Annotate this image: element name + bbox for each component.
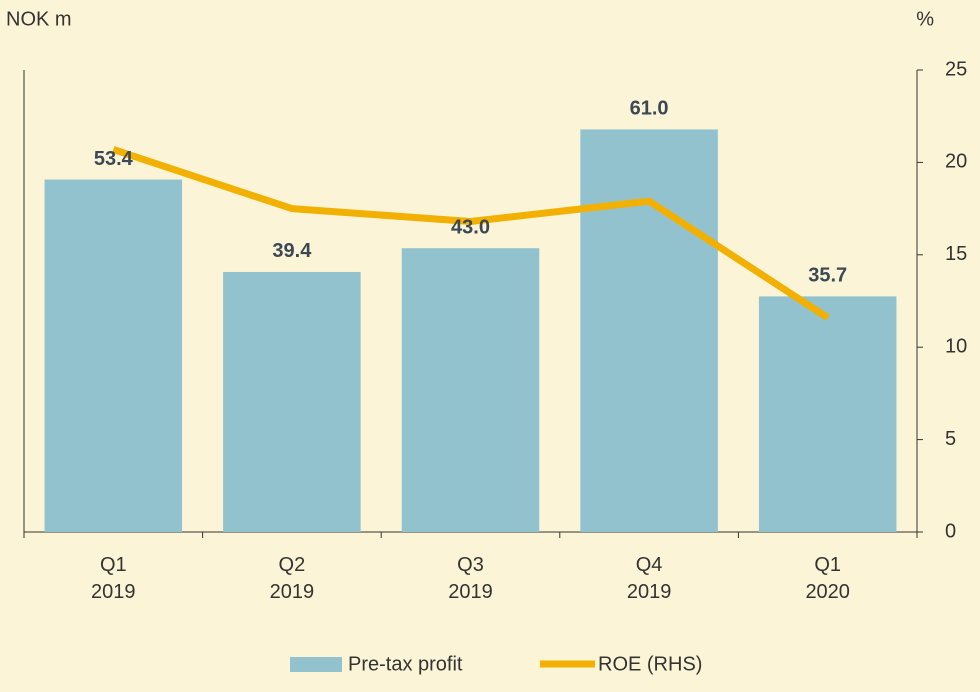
- legend-swatch: [290, 657, 342, 672]
- x-tick-label: Q2 2019: [269, 554, 315, 603]
- bar: [44, 179, 183, 532]
- y2-axis-label: %: [916, 8, 934, 30]
- y2-tick-label: 20: [945, 151, 967, 173]
- y2-tick-label: 5: [945, 428, 956, 450]
- y-axis-label: NOK m: [6, 8, 72, 30]
- data-label: 39.4: [272, 240, 312, 262]
- y2-tick-label: 25: [945, 58, 967, 80]
- bar: [580, 129, 718, 532]
- x-tick-label: Q1 2020: [805, 554, 850, 603]
- roe-line: [112, 146, 830, 321]
- legend-label: ROE (RHS): [598, 653, 702, 675]
- y2-tick-label: 0: [945, 520, 956, 542]
- bar: [401, 248, 540, 532]
- data-label: 53.4: [94, 148, 134, 170]
- bar: [223, 271, 361, 532]
- y2-tick-label: 10: [945, 335, 967, 357]
- data-label: 43.0: [451, 216, 490, 238]
- x-tick-label: Q3 2019: [448, 554, 493, 603]
- bar: [758, 296, 897, 532]
- y2-tick-label: 15: [945, 243, 967, 265]
- x-tick-label: Q1 2019: [91, 554, 136, 603]
- data-label: 61.0: [630, 98, 669, 120]
- data-label: 35.7: [808, 265, 847, 287]
- x-tick-label: Q4 2019: [626, 554, 672, 603]
- legend-label: Pre-tax profit: [348, 653, 463, 675]
